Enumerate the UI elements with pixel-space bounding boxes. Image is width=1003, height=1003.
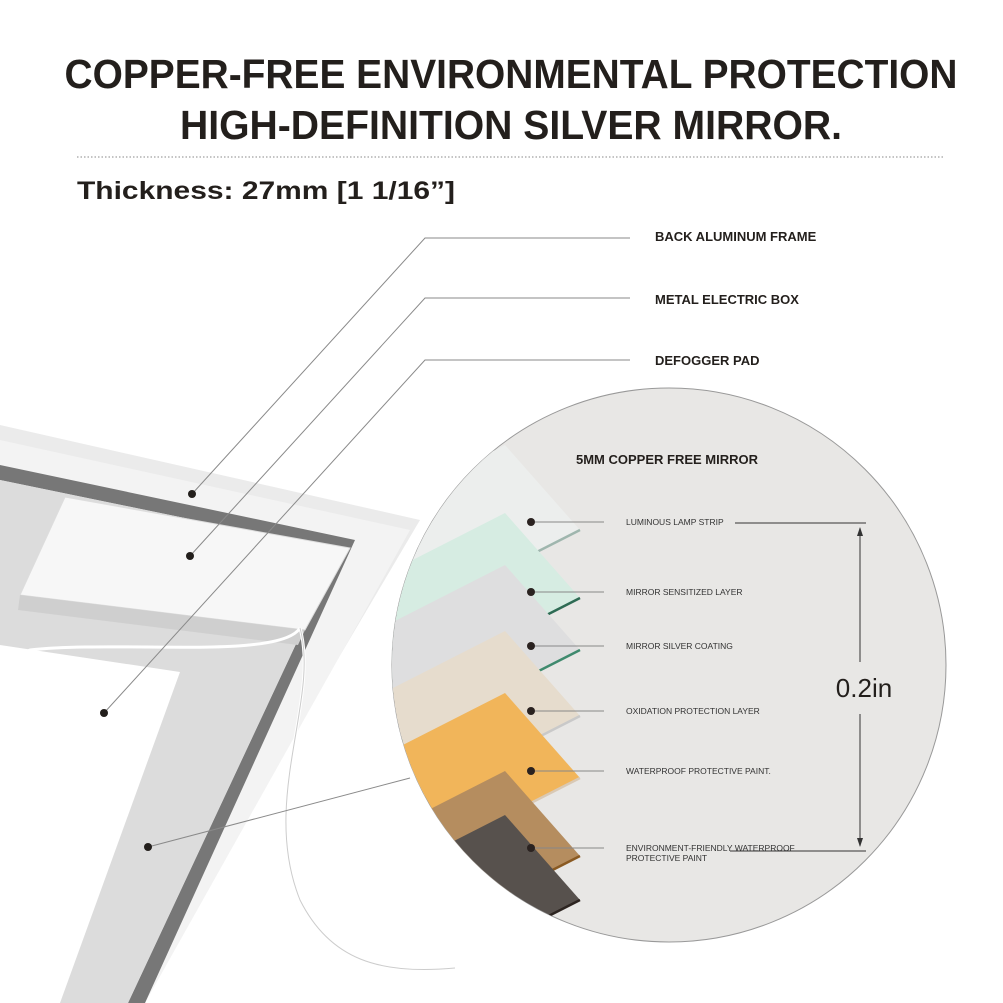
- svg-text:DEFOGGER PAD: DEFOGGER PAD: [655, 353, 760, 368]
- layer-sheet: [392, 565, 580, 762]
- layer-callout: MIRROR SENSITIZED LAYER: [527, 587, 743, 597]
- mirror-illustration: [0, 425, 456, 1003]
- callout-to-detail: [147, 777, 411, 848]
- layer-callout: WATERPROOF PROTECTIVE PAINT.: [527, 766, 771, 776]
- callout-back-aluminum-frame: BACK ALUMINUM FRAME: [188, 229, 817, 498]
- thickness-label: Thickness: 27mm [1 1/16”]: [77, 177, 455, 205]
- dimension-marker: 0.2in: [730, 522, 892, 852]
- callout-defogger-pad: DEFOGGER PAD: [100, 353, 760, 717]
- layer-label: OXIDATION PROTECTION LAYER: [626, 706, 760, 716]
- callout-metal-electric-box: METAL ELECTRIC BOX: [186, 292, 799, 560]
- layer-callout: MIRROR SILVER COATING: [527, 641, 733, 651]
- svg-text:METAL ELECTRIC BOX: METAL ELECTRIC BOX: [655, 292, 799, 307]
- layer-callout: OXIDATION PROTECTION LAYER: [527, 706, 760, 716]
- layer-sheet: [392, 445, 580, 642]
- detail-title: 5MM COPPER FREE MIRROR: [576, 452, 759, 467]
- layer-sheet: [392, 693, 580, 890]
- layer-label: LUMINOUS LAMP STRIP: [626, 517, 724, 527]
- layer-callout: ENVIRONMENT-FRIENDLY WATERPROOFPROTECTIV…: [527, 843, 795, 863]
- layer-label: ENVIRONMENT-FRIENDLY WATERPROOF: [626, 843, 795, 853]
- svg-text:BACK ALUMINUM FRAME: BACK ALUMINUM FRAME: [655, 229, 817, 244]
- title-line-1: COPPER-FREE ENVIRONMENTAL PROTECTION: [65, 51, 958, 97]
- layer-sheet: [392, 631, 580, 828]
- dimension-label: 0.2in: [836, 673, 892, 703]
- layer-callout: LUMINOUS LAMP STRIP: [527, 517, 724, 527]
- layer-label: MIRROR SILVER COATING: [626, 641, 733, 651]
- layer-label: MIRROR SENSITIZED LAYER: [626, 587, 743, 597]
- layer-edge: [392, 898, 581, 942]
- title-line-2: HIGH-DEFINITION SILVER MIRROR.: [180, 102, 842, 148]
- layer-label-line-2: PROTECTIVE PAINT: [626, 853, 707, 863]
- layer-label: WATERPROOF PROTECTIVE PAINT.: [626, 766, 771, 776]
